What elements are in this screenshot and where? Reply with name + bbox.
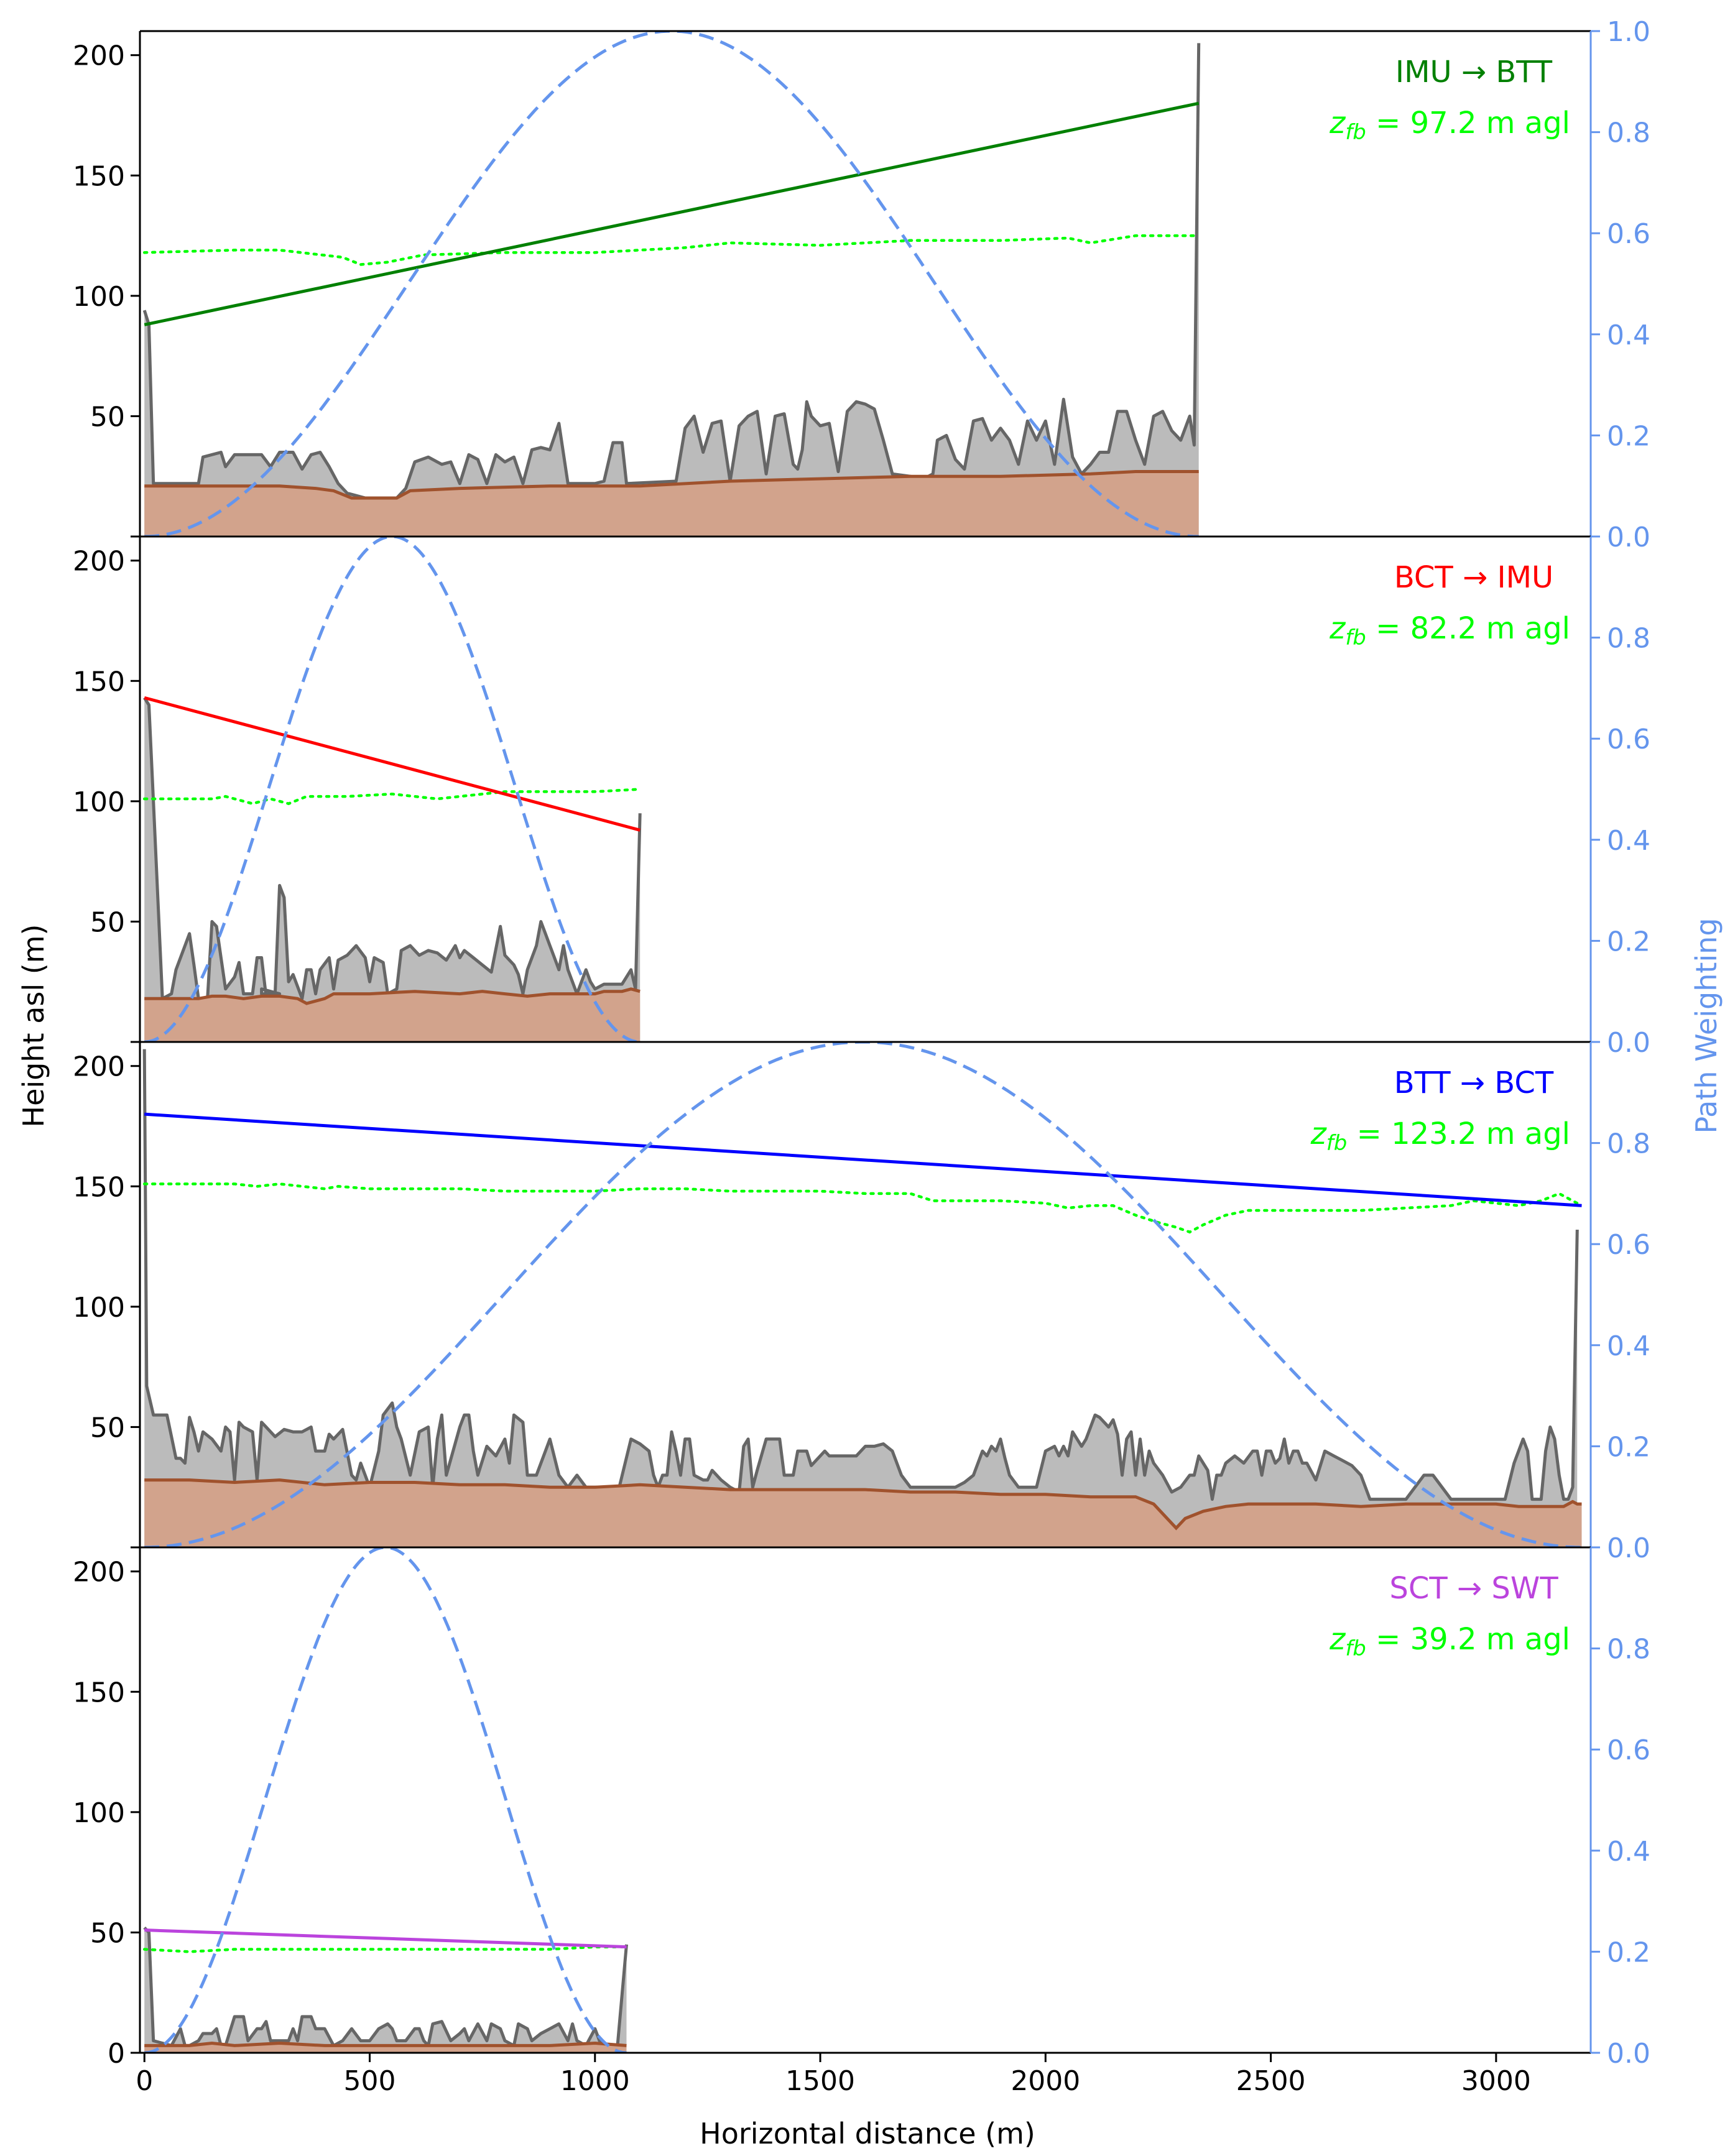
- x-axis-label: Horizontal distance (m): [700, 2117, 1035, 2150]
- zfb-height-line: [142, 1945, 628, 1953]
- obstacle-line: [142, 43, 1201, 500]
- x-axis-ticks: 0 500 1000 1500 2000 2500 3000: [136, 2053, 1531, 2097]
- obstacle-fill: [144, 43, 1199, 537]
- terrain-line: [144, 987, 641, 1005]
- terrain-fill: [144, 2043, 627, 2053]
- y2-tick-label: 0.0: [1607, 1027, 1650, 1059]
- y-tick-label: 200: [73, 40, 125, 72]
- terrain-fill: [144, 471, 1199, 537]
- y2-tick-label: 0.2: [1607, 420, 1650, 452]
- y-tick-label: 50: [90, 1917, 125, 1949]
- axes-frame-4: 0 50 100 150 200 0.0 0.2 0.4 0.6 0.8: [73, 1546, 1650, 2070]
- axes-frames: 50 100 150 200 0.0 0.2 0.4 0.6 0.8 1.0 50 100 150 200…: [73, 16, 1650, 2070]
- y-tick-label: 100: [73, 1292, 125, 1324]
- y-tick-label: 50: [90, 906, 125, 938]
- y2-tick-label: 0.4: [1607, 1330, 1650, 1362]
- terrain-line: [144, 1478, 1582, 1531]
- zfb-label: zfb = 97.2 m agl: [1329, 106, 1570, 145]
- y-tick-label: 150: [73, 160, 125, 192]
- zfb-label: zfb = 39.2 m agl: [1329, 1622, 1570, 1661]
- beam-path-line: [144, 1112, 1582, 1207]
- path-label: BCT → IMU: [1394, 560, 1553, 595]
- x-tick-label: 500: [344, 2065, 396, 2097]
- terrain-line: [144, 470, 1199, 500]
- path-weighting-line: [144, 31, 1199, 537]
- y2-tick-label: 0.2: [1607, 926, 1650, 957]
- terrain-fill: [144, 1480, 1582, 1547]
- y2-tick-label: 0.6: [1607, 724, 1650, 755]
- y2-tick-label: 0.0: [1607, 2038, 1650, 2070]
- y-axis-label-left: Height asl (m): [17, 924, 50, 1128]
- zfb-height-line: [142, 234, 1200, 266]
- y-tick-label: 0: [108, 2038, 125, 2070]
- x-tick-label: 2000: [1011, 2065, 1080, 2097]
- path-weighting-line: [144, 1042, 1582, 1547]
- terrain-fill: [144, 988, 641, 1042]
- y2-tick-label: 0.6: [1607, 1734, 1650, 1766]
- y2-tick-label: 0.6: [1607, 1229, 1650, 1261]
- path-label: BTT → BCT: [1394, 1066, 1554, 1100]
- y-tick-label: 150: [73, 1677, 125, 1708]
- zfb-label: zfb = 123.2 m agl: [1310, 1117, 1570, 1156]
- y2-tick-label: 0.0: [1607, 522, 1650, 553]
- y2-tick-label: 0.4: [1607, 1836, 1650, 1868]
- plot-area: [142, 31, 1201, 537]
- zfb-height-line: [142, 788, 642, 806]
- plot-area: [142, 537, 642, 1042]
- y2-tick-label: 0.6: [1607, 218, 1650, 250]
- x-tick-label: 1000: [560, 2065, 630, 2097]
- y-tick-label: 150: [73, 666, 125, 698]
- y-tick-label: 200: [73, 1051, 125, 1083]
- y-axis-label-right: Path Weighting: [1690, 918, 1723, 1133]
- panel-1: IMU → BTT zfb = 97.2 m agl: [142, 31, 1570, 537]
- panel-2: BCT → IMU zfb = 82.2 m agl: [142, 537, 1570, 1042]
- y2-tick-label: 0.8: [1607, 623, 1650, 655]
- path-label: SCT → SWT: [1389, 1571, 1558, 1606]
- y-tick-label: 50: [90, 401, 125, 433]
- obstacle-fill: [144, 1927, 627, 2053]
- path-weighting-line: [144, 537, 641, 1042]
- x-tick-label: 1500: [785, 2065, 855, 2097]
- y2-tick-label: 0.8: [1607, 1128, 1650, 1160]
- y2-tick-label: 0.8: [1607, 117, 1650, 149]
- beam-path-line: [144, 101, 1200, 326]
- x-tick-label: 0: [136, 2065, 153, 2097]
- y-tick-label: 100: [73, 1797, 125, 1829]
- axes-frame-2: 50 100 150 200 0.0 0.2 0.4 0.6 0.8: [73, 535, 1650, 1059]
- y2-tick-label: 0.4: [1607, 825, 1650, 857]
- y2-tick-label: 0.4: [1607, 320, 1650, 351]
- y-tick-label: 100: [73, 281, 125, 313]
- y2-tick-label: 0.2: [1607, 1937, 1650, 1968]
- y2-tick-label: 1.0: [1607, 16, 1650, 48]
- path-weighting-line: [144, 1547, 627, 2053]
- panel-4: SCT → SWT zfb = 39.2 m agl: [142, 1547, 1570, 2053]
- y2-tick-label: 0.8: [1607, 1634, 1650, 1665]
- y2-tick-label: 0.2: [1607, 1431, 1650, 1463]
- panel-3: BTT → BCT zfb = 123.2 m agl: [142, 1042, 1582, 1547]
- zfb-label: zfb = 82.2 m agl: [1329, 611, 1570, 650]
- beam-path-line: [144, 1928, 627, 1949]
- y-tick-label: 200: [73, 546, 125, 578]
- plot-area: [142, 1042, 1582, 1547]
- y-tick-label: 50: [90, 1412, 125, 1444]
- x-tick-label: 2500: [1236, 2065, 1306, 2097]
- panels: IMU → BTT zfb = 97.2 m agl BCT → IMU zfb = …: [142, 31, 1582, 2053]
- y-tick-label: 100: [73, 786, 125, 818]
- y-tick-label: 200: [73, 1557, 125, 1588]
- plot-area: [142, 1547, 628, 2053]
- zfb-height-line: [142, 1182, 1579, 1234]
- x-tick-label: 3000: [1461, 2065, 1531, 2097]
- path-label: IMU → BTT: [1395, 55, 1553, 90]
- terrain-line: [144, 2041, 627, 2047]
- beam-path-line: [144, 696, 641, 832]
- y-tick-label: 150: [73, 1171, 125, 1203]
- obstacle-line: [143, 697, 642, 1000]
- y2-tick-label: 0.0: [1607, 1532, 1650, 1564]
